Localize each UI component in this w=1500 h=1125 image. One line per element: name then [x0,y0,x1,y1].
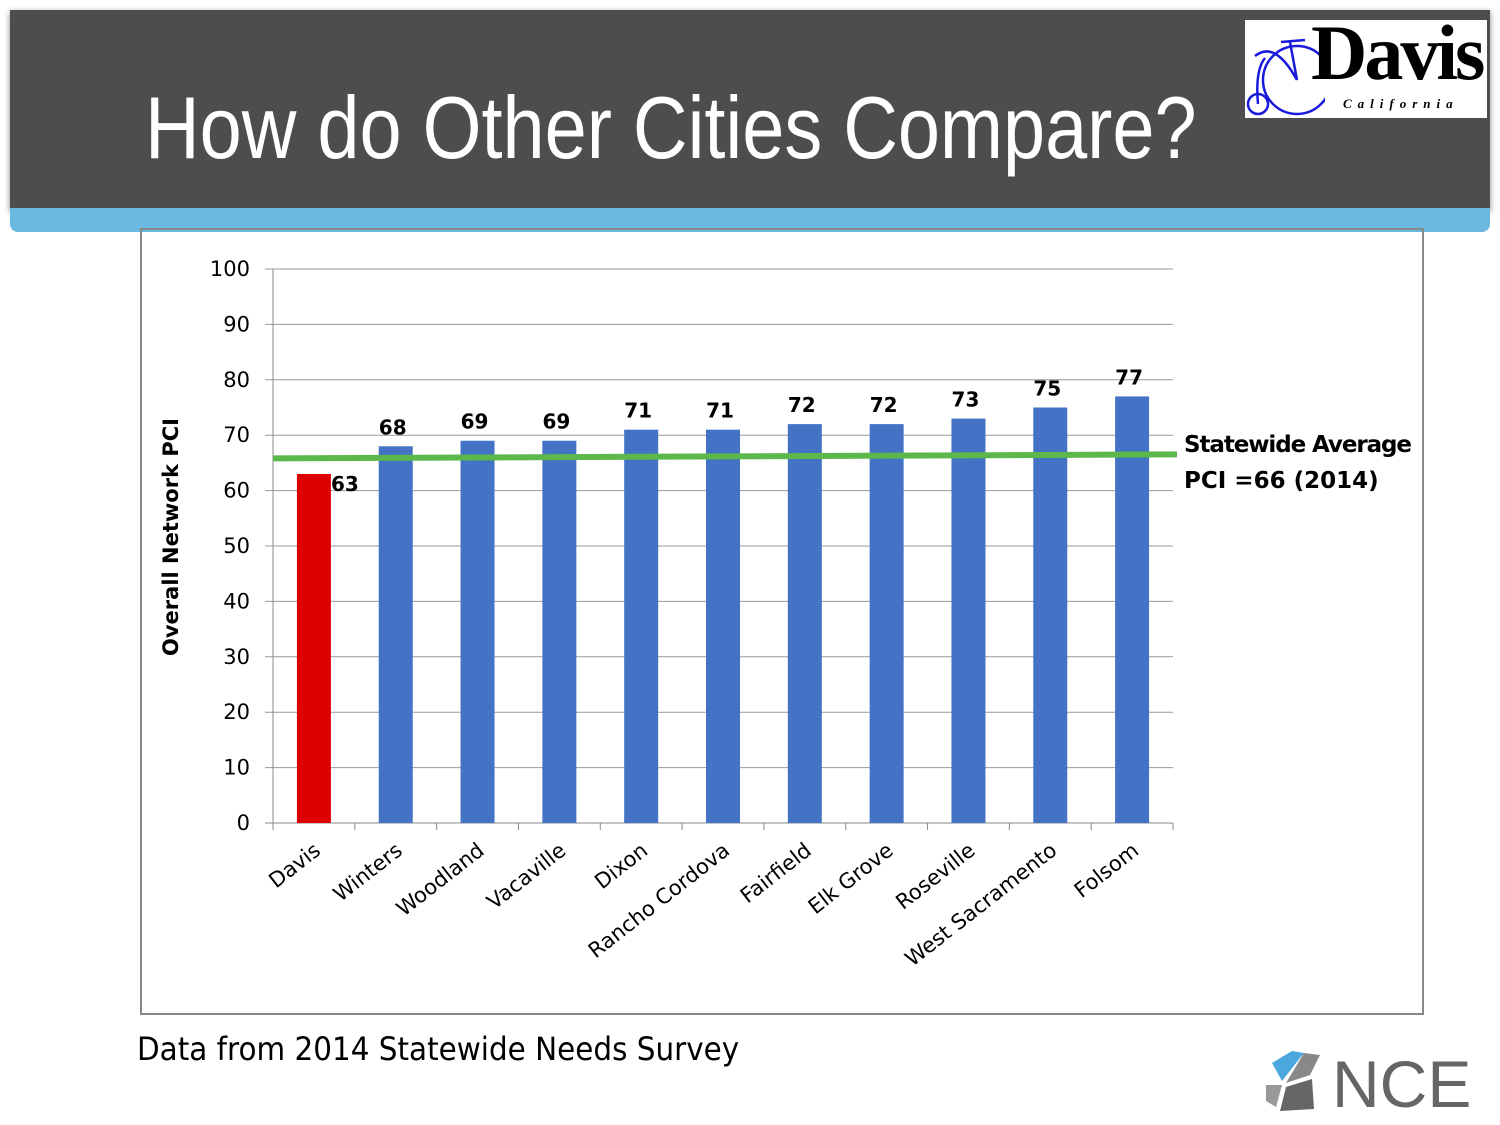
data-label: 75 [1033,377,1061,401]
logo-subtitle: California [1343,96,1459,111]
y-tick-label: 100 [210,257,250,281]
y-axis-title: Overall Network PCI [159,418,183,656]
y-tick-label: 40 [223,589,250,613]
bar-elk-grove [869,424,904,823]
bar-davis [296,473,331,823]
x-tick-label: Elk Grove [804,838,898,919]
data-label: 69 [542,410,570,434]
nce-wordmark: NCE [1332,1047,1471,1117]
data-label: 68 [379,415,407,439]
y-tick-label: 80 [223,368,250,392]
x-tick-label: Davis [264,838,325,893]
bar-vacaville [542,440,577,823]
bar-roseville [951,418,986,823]
y-tick-label: 70 [223,423,250,447]
bar-winters [378,446,413,823]
bar-dixon [624,429,659,823]
x-tick-label: Winters [329,838,407,906]
y-tick-label: 20 [223,700,250,724]
x-tick-label: Rancho Cordova [584,838,734,963]
header-band [10,10,1490,210]
y-tick-label: 50 [223,534,250,558]
data-label: 77 [1115,365,1143,389]
statewide-average-line [272,451,1178,462]
y-tick-label: 0 [237,811,250,835]
y-tick-label: 60 [223,479,250,503]
source-note: Data from 2014 Statewide Needs Survey [137,1030,740,1068]
bar-folsom [1115,396,1150,823]
davis-logo: Davis California [1245,9,1487,118]
reference-label-line2: PCI =66 (2014) [1184,468,1379,494]
bar-rancho-cordova [706,429,740,823]
data-label: 63 [331,472,359,496]
data-label: 72 [870,393,898,417]
x-tick-label: Woodland [392,838,489,921]
x-tick-label: Vacaville [482,838,570,914]
chart-frame [140,228,1424,1015]
y-tick-label: 10 [223,756,250,780]
nce-logo: NCE [1266,1047,1471,1117]
data-label: 69 [461,410,489,434]
reference-label-line1: Statewide Average [1184,432,1412,458]
bar-woodland [460,440,495,823]
data-label: 72 [788,393,816,417]
x-tick-label: Dixon [590,838,652,894]
slide-title: How do Other Cities Compare? [145,78,1197,177]
x-tick-label: Fairfield [736,838,816,908]
y-tick-label: 30 [223,645,250,669]
logo-wordmark: Davis [1311,9,1485,96]
bar-fairfield [787,424,822,823]
bicycle-icon [1246,38,1325,116]
x-tick-label: West Sacramento [901,838,1062,971]
data-label: 71 [624,399,652,423]
x-tick-label: Folsom [1070,838,1143,903]
y-tick-label: 90 [223,312,250,336]
data-label: 73 [952,388,980,412]
bar-west-sacramento [1033,407,1068,823]
data-label: 71 [706,399,734,423]
